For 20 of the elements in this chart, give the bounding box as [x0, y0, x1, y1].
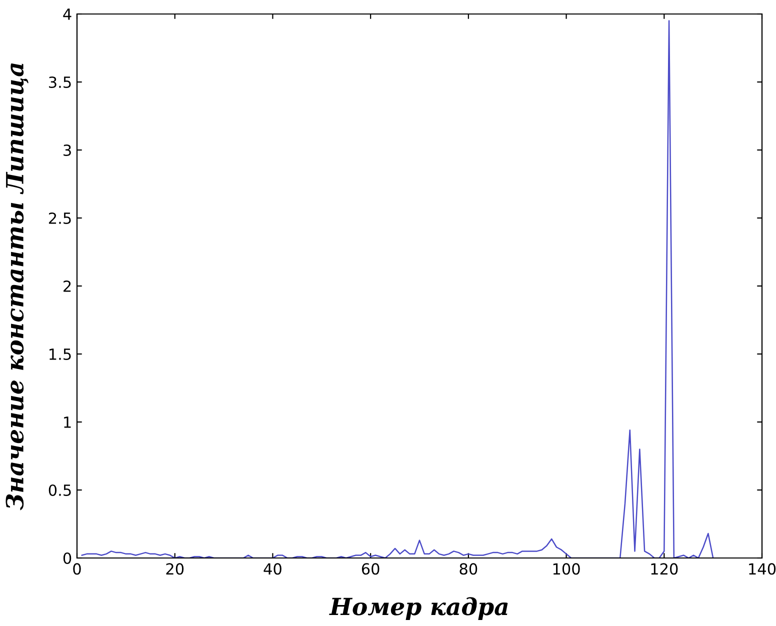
x-tick-label: 60 — [362, 563, 380, 575]
x-axis-title: Номер кадра — [329, 597, 508, 620]
x-tick-label: 0 — [73, 563, 81, 575]
y-tick-label: 0 — [63, 552, 72, 564]
line-series — [81, 20, 714, 558]
x-tick-label: 20 — [166, 563, 184, 575]
y-tick-label: 3.5 — [49, 76, 71, 88]
x-tick-label: 140 — [749, 563, 776, 575]
y-tick-label: 3 — [64, 144, 71, 156]
y-tick-label: 4 — [63, 8, 72, 20]
y-tick-label: 0.5 — [48, 484, 71, 496]
x-tick-label: 40 — [264, 563, 282, 575]
y-tick-label: 1.5 — [50, 348, 71, 360]
y-tick-label: 2.5 — [48, 212, 71, 224]
y-tick-label: 2 — [64, 280, 71, 292]
x-tick-label: 120 — [651, 563, 678, 575]
y-axis-title: Значение константы Липшица — [6, 63, 28, 510]
y-tick-label: 1 — [64, 416, 71, 428]
x-tick-label: 80 — [460, 563, 478, 575]
x-tick-label: 100 — [553, 563, 580, 575]
